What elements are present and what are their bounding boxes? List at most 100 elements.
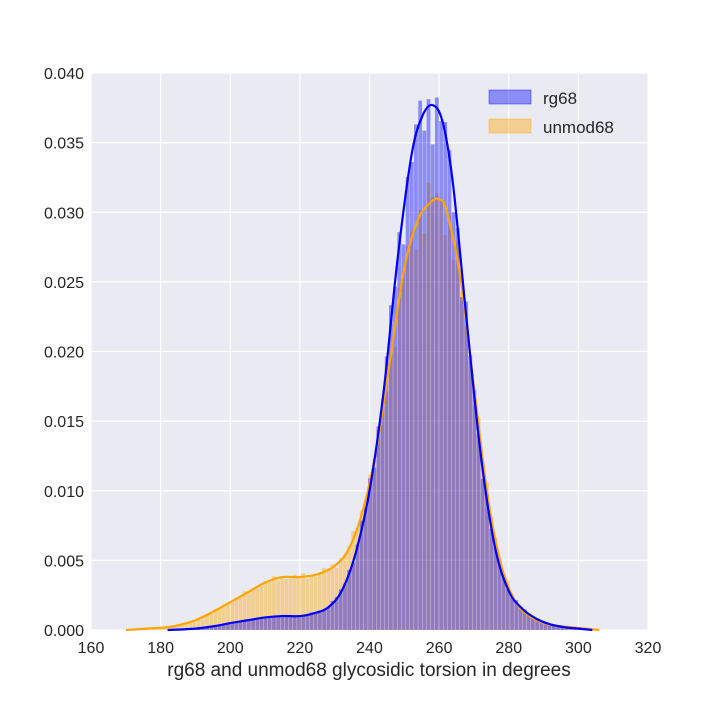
y-tick-label: 0.025 [44, 275, 84, 292]
histogram-bar [472, 389, 477, 630]
histogram-bar [497, 558, 502, 630]
histogram-bar [238, 597, 243, 630]
histogram-bar [535, 619, 540, 630]
histogram-bar [560, 626, 565, 630]
histogram-bar [280, 615, 285, 630]
histogram-bar [347, 545, 352, 630]
histogram-bar [531, 616, 535, 630]
histogram-bar [434, 192, 439, 631]
histogram-bar [221, 624, 226, 630]
histogram-bar [476, 434, 481, 630]
histogram-bar [497, 561, 502, 630]
histogram-bar [288, 615, 293, 630]
histogram-bar [309, 612, 314, 630]
histogram-bar [543, 622, 548, 630]
histogram-bar [317, 573, 322, 630]
y-tick-label: 0.005 [44, 553, 84, 570]
histogram-bar [272, 576, 276, 630]
histogram-bar [230, 602, 235, 630]
y-tick-label: 0.040 [44, 66, 84, 83]
histogram-bar [518, 607, 523, 630]
histogram-bar [221, 604, 226, 630]
histogram-bar [422, 233, 427, 630]
histogram-bar [301, 573, 306, 630]
histogram-bar [226, 603, 230, 630]
histogram-bar [255, 618, 260, 630]
histogram-bar [301, 615, 306, 630]
x-tick-label: 260 [426, 640, 453, 657]
unmod68-kde-line [125, 197, 600, 632]
histogram-bar [205, 614, 210, 630]
histogram-bar [414, 249, 418, 630]
histogram-bar [167, 626, 172, 630]
histogram-bar [343, 554, 347, 630]
histogram-bar [242, 591, 247, 630]
x-tick-label: 200 [217, 640, 244, 657]
grid-lines [90, 72, 649, 631]
histogram-bar [434, 97, 439, 631]
histogram-bar [551, 624, 556, 630]
histogram-bar [213, 625, 218, 630]
histogram-bar [556, 626, 560, 630]
histogram-bar [267, 617, 272, 630]
y-tick-label: 0.020 [44, 345, 84, 362]
histogram-bar [493, 537, 498, 630]
histogram-bar [505, 589, 510, 630]
histogram-bar [418, 100, 423, 630]
rg68-kde-line [167, 103, 593, 632]
histogram-bar [351, 531, 356, 630]
histogram-bar [355, 544, 360, 630]
histogram-bar [230, 622, 235, 630]
x-tick-label: 180 [147, 640, 174, 657]
histogram-bar [297, 616, 301, 630]
histogram-bar [551, 625, 556, 630]
histogram-bar [359, 510, 364, 630]
histogram-bar [556, 625, 560, 630]
histogram-bar [171, 626, 176, 630]
histogram-bar [443, 235, 448, 630]
legend-label-rg68: rg68 [543, 89, 577, 108]
histogram-bar [514, 601, 519, 630]
histogram-bar [217, 625, 222, 630]
histogram-bar [518, 607, 523, 630]
histogram-bar [485, 482, 489, 630]
histogram-bar [280, 576, 285, 630]
histogram-bar [267, 581, 272, 630]
histogram-bar [401, 244, 406, 630]
histogram-bar [447, 216, 452, 630]
y-tick-label: 0.000 [44, 623, 84, 640]
histogram-bar [439, 200, 443, 630]
histogram-bar [376, 426, 381, 630]
histogram-bar [539, 622, 544, 630]
x-tick-label: 280 [495, 640, 522, 657]
histogram-bar [439, 120, 443, 630]
histogram-bar [238, 621, 243, 630]
histogram-bar [414, 124, 418, 630]
histogram-bar [464, 324, 469, 630]
histogram-bar [209, 613, 214, 630]
histogram-bar [322, 610, 326, 630]
histogram-bar [418, 210, 423, 630]
histogram-bar [363, 507, 368, 630]
histogram-bar [505, 580, 510, 630]
histogram-bar [539, 621, 544, 630]
histogram-bar [209, 626, 214, 630]
histogram-bar [196, 618, 201, 630]
x-tick-label: 320 [635, 640, 662, 657]
histogram-bar [426, 182, 431, 631]
histogram-bar [326, 569, 331, 630]
histogram-bar [351, 562, 356, 630]
x-tick-label: 300 [565, 640, 592, 657]
histogram-bar [326, 607, 331, 630]
histogram-bar [451, 259, 456, 630]
histogram-bar [330, 564, 335, 630]
histogram-bar [480, 462, 485, 630]
histogram-bar [489, 516, 494, 630]
legend-swatch-unmod68 [488, 118, 532, 134]
histogram-bar [363, 505, 368, 630]
histogram-bar [455, 241, 460, 630]
histogram-bar [272, 616, 276, 630]
histogram-bar [297, 577, 301, 630]
histogram-bar [489, 528, 494, 630]
